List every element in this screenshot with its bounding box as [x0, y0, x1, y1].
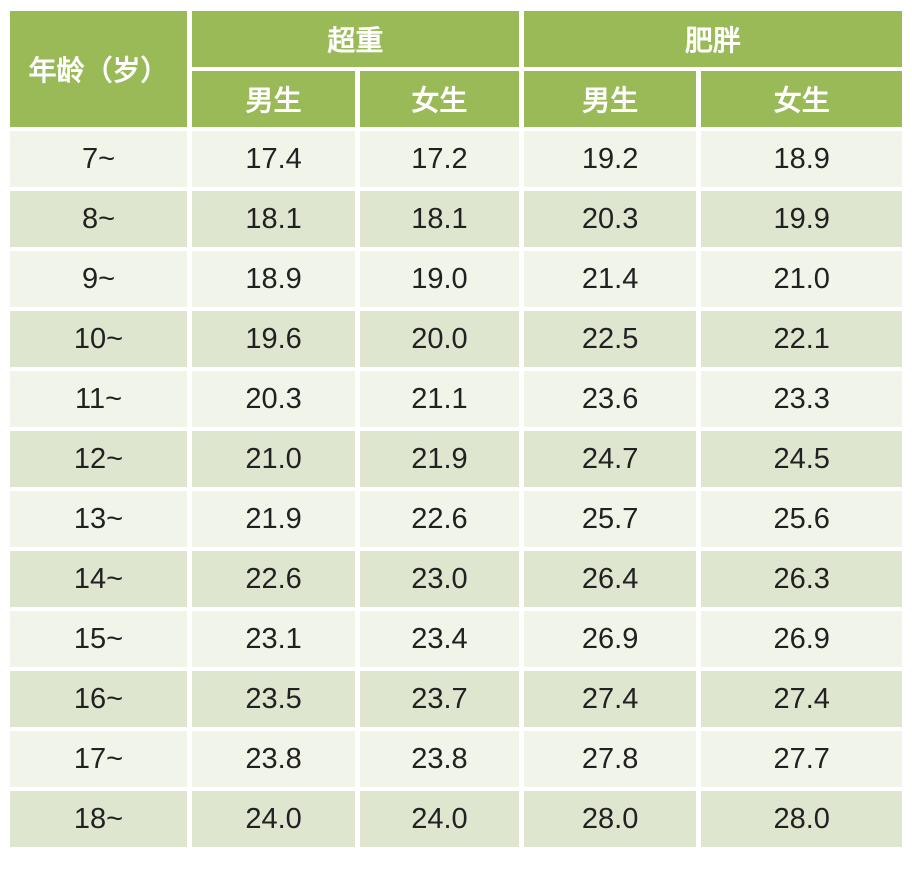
- table-row: 9~ 18.9 19.0 21.4 21.0: [10, 251, 902, 307]
- obese-male-cell: 20.3: [523, 191, 697, 247]
- age-cell: 10~: [10, 311, 188, 367]
- obese-female-cell: 28.0: [701, 791, 902, 847]
- overweight-female-cell: 21.9: [360, 431, 519, 487]
- obese-female-cell: 27.4: [701, 671, 902, 727]
- overweight-female-cell: 23.0: [360, 551, 519, 607]
- overweight-female-cell: 21.1: [360, 371, 519, 427]
- age-cell: 16~: [10, 671, 188, 727]
- obese-male-cell: 25.7: [523, 491, 697, 547]
- overweight-male-cell: 18.9: [192, 251, 356, 307]
- age-cell: 8~: [10, 191, 188, 247]
- overweight-female-cell: 19.0: [360, 251, 519, 307]
- header-row-groups: 年龄（岁） 超重 肥胖: [10, 11, 902, 127]
- obese-male-cell: 26.4: [523, 551, 697, 607]
- header-row-sub: 男生 女生 男生 女生: [10, 71, 902, 127]
- obese-female-cell: 25.6: [701, 491, 902, 547]
- overweight-male-cell: 20.3: [192, 371, 356, 427]
- age-cell: 9~: [10, 251, 188, 307]
- obese-male-cell: 23.6: [523, 371, 697, 427]
- table-row: 17~ 23.8 23.8 27.8 27.7: [10, 731, 902, 787]
- overweight-male-cell: 21.9: [192, 491, 356, 547]
- age-cell: 18~: [10, 791, 188, 847]
- table-row: 18~ 24.0 24.0 28.0 28.0: [10, 791, 902, 847]
- obese-male-cell: 22.5: [523, 311, 697, 367]
- overweight-female-cell: 23.7: [360, 671, 519, 727]
- obese-male-cell: 28.0: [523, 791, 697, 847]
- obese-female-cell: 26.3: [701, 551, 902, 607]
- overweight-male-cell: 24.0: [192, 791, 356, 847]
- obese-group-header-cell: 肥胖: [523, 11, 902, 67]
- table-row: 10~ 19.6 20.0 22.5 22.1: [10, 311, 902, 367]
- obese-female-cell: 19.9: [701, 191, 902, 247]
- age-header-cell: 年龄（岁）: [10, 11, 188, 127]
- table-row: 7~ 17.4 17.2 19.2 18.9: [10, 131, 902, 187]
- age-cell: 12~: [10, 431, 188, 487]
- age-cell: 15~: [10, 611, 188, 667]
- obese-female-cell: 23.3: [701, 371, 902, 427]
- table-row: 14~ 22.6 23.0 26.4 26.3: [10, 551, 902, 607]
- obese-male-cell: 27.4: [523, 671, 697, 727]
- overweight-female-cell: 23.4: [360, 611, 519, 667]
- overweight-group-header-cell: 超重: [192, 11, 519, 67]
- overweight-male-cell: 18.1: [192, 191, 356, 247]
- overweight-male-cell: 22.6: [192, 551, 356, 607]
- obese-male-cell: 26.9: [523, 611, 697, 667]
- obese-female-cell: 22.1: [701, 311, 902, 367]
- age-cell: 14~: [10, 551, 188, 607]
- table-row: 16~ 23.5 23.7 27.4 27.4: [10, 671, 902, 727]
- age-cell: 17~: [10, 731, 188, 787]
- obese-female-cell: 21.0: [701, 251, 902, 307]
- overweight-female-cell: 18.1: [360, 191, 519, 247]
- overweight-male-cell: 23.5: [192, 671, 356, 727]
- bmi-threshold-table: 年龄（岁） 超重 肥胖 男生 女生 男生 女生 7~ 17.4 17.2 19.2 18…: [5, 7, 907, 851]
- table-row: 12~ 21.0 21.9 24.7 24.5: [10, 431, 902, 487]
- age-cell: 13~: [10, 491, 188, 547]
- table-row: 15~ 23.1 23.4 26.9 26.9: [10, 611, 902, 667]
- obese-female-header-cell: 女生: [701, 71, 902, 127]
- obese-female-cell: 18.9: [701, 131, 902, 187]
- age-cell: 11~: [10, 371, 188, 427]
- table-row: 8~ 18.1 18.1 20.3 19.9: [10, 191, 902, 247]
- overweight-male-cell: 19.6: [192, 311, 356, 367]
- age-cell: 7~: [10, 131, 188, 187]
- obese-female-cell: 27.7: [701, 731, 902, 787]
- obese-male-cell: 19.2: [523, 131, 697, 187]
- obese-male-header-cell: 男生: [523, 71, 697, 127]
- obese-female-cell: 24.5: [701, 431, 902, 487]
- overweight-female-cell: 17.2: [360, 131, 519, 187]
- overweight-female-cell: 24.0: [360, 791, 519, 847]
- overweight-male-cell: 21.0: [192, 431, 356, 487]
- table-row: 13~ 21.9 22.6 25.7 25.6: [10, 491, 902, 547]
- obese-male-cell: 27.8: [523, 731, 697, 787]
- overweight-male-cell: 23.1: [192, 611, 356, 667]
- overweight-female-cell: 20.0: [360, 311, 519, 367]
- obese-male-cell: 21.4: [523, 251, 697, 307]
- overweight-female-cell: 23.8: [360, 731, 519, 787]
- table-row: 11~ 20.3 21.1 23.6 23.3: [10, 371, 902, 427]
- overweight-male-header-cell: 男生: [192, 71, 356, 127]
- table-body: 7~ 17.4 17.2 19.2 18.9 8~ 18.1 18.1 20.3 19.9 9~ 18…: [10, 131, 902, 847]
- overweight-male-cell: 17.4: [192, 131, 356, 187]
- overweight-female-cell: 22.6: [360, 491, 519, 547]
- obese-female-cell: 26.9: [701, 611, 902, 667]
- table-container: 年龄（岁） 超重 肥胖 男生 女生 男生 女生 7~ 17.4 17.2 19.2 18…: [5, 7, 907, 851]
- obese-male-cell: 24.7: [523, 431, 697, 487]
- overweight-male-cell: 23.8: [192, 731, 356, 787]
- overweight-female-header-cell: 女生: [360, 71, 519, 127]
